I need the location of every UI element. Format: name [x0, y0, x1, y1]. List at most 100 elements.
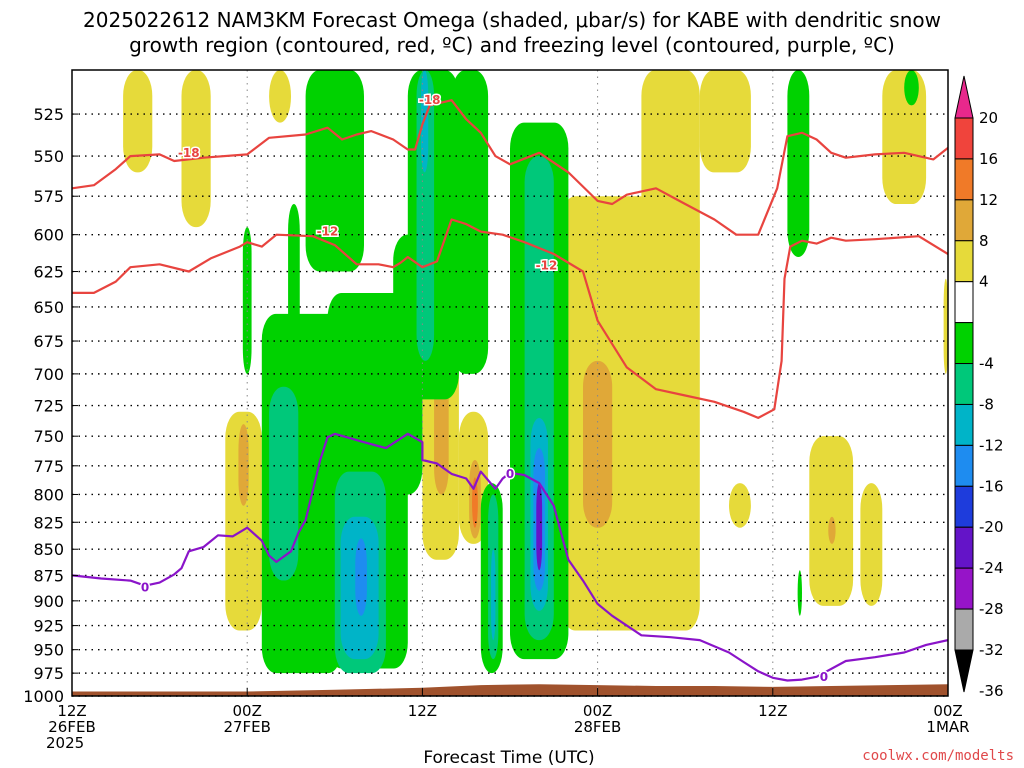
- omega-area-14: [699, 70, 751, 173]
- plot-frame: [71, 69, 949, 697]
- freezing-contour-label-2: 0: [820, 670, 828, 684]
- x-tick-60-line1: 00Z: [933, 702, 962, 720]
- colorbar-top-arrow: [954, 75, 974, 119]
- omega-area-15: [729, 483, 751, 528]
- omega-area-25: [305, 70, 364, 272]
- colorbar-bin--8: [954, 322, 974, 365]
- omega-area-34: [451, 70, 489, 374]
- dgz-contour-1-label-1: -12: [536, 259, 558, 273]
- colorbar-label--36: -36: [979, 682, 1004, 700]
- x-axis-label: Forecast Time (UTC): [423, 748, 594, 768]
- y-tick-650: 650: [33, 298, 64, 317]
- colorbar-label--24: -24: [979, 559, 1004, 577]
- y-tick-575: 575: [33, 187, 64, 206]
- freezing-contour: [72, 432, 948, 682]
- colorbar-bin--4: [954, 281, 974, 324]
- colorbar-label-12: 12: [979, 191, 998, 209]
- y-tick-800: 800: [33, 485, 64, 504]
- colorbar-bin-12: [954, 158, 974, 201]
- y-axis: 525 550 575 600 625 650 675 700 725 750 775 800 825 8…: [23, 105, 78, 706]
- omega-area-12: [583, 360, 613, 528]
- colorbar-label--16: -16: [979, 477, 1004, 495]
- y-tick-675: 675: [33, 332, 64, 351]
- omega-area-42: [536, 483, 543, 571]
- dgz-contour-1-label-0: -12: [317, 225, 339, 239]
- dgz-contour-1: [72, 218, 948, 419]
- omega-area-9: [472, 477, 478, 528]
- omega-area-20: [943, 278, 948, 374]
- y-tick-750: 750: [33, 427, 64, 446]
- omega-area-13: [641, 70, 700, 293]
- colorbar-bottom-arrow: [954, 649, 974, 693]
- omega-area-19: [882, 70, 927, 205]
- y-tick-900: 900: [33, 592, 64, 611]
- x-tick-36-line2: 28FEB: [574, 718, 621, 736]
- colorbar-label--4: -4: [979, 355, 994, 373]
- colorbar-label--32: -32: [979, 641, 1004, 659]
- dgz-contour-0-label-0: -18: [178, 146, 200, 160]
- y-tick-850: 850: [33, 540, 64, 559]
- omega-area-29: [355, 538, 367, 616]
- colorbar-label--8: -8: [979, 395, 994, 413]
- colorbar-label-4: 4: [979, 273, 989, 291]
- x-tick-24-line1: 12Z: [408, 702, 437, 720]
- omega-area-17: [828, 516, 836, 544]
- ground-layer: [72, 684, 948, 696]
- colorbar-bin--32: [954, 567, 974, 610]
- colorbar-bin--24: [954, 485, 974, 528]
- colorbar-label-20: 20: [979, 109, 998, 127]
- colorbar-bin--28: [954, 526, 974, 569]
- y-tick-1000: 1000: [23, 687, 64, 706]
- colorbar: 20 16 12 8 4 -4 -8 -12 -16 -20 -24 -28 -32 -36: [954, 75, 1004, 700]
- chart-title-line2: growth region (contoured, red, ºC) and f…: [129, 33, 895, 57]
- y-tick-550: 550: [33, 147, 64, 166]
- x-tick-60-line2: 1MAR: [926, 718, 969, 736]
- colorbar-bin-8: [954, 199, 974, 242]
- x-tick-12-line2: 27FEB: [223, 718, 270, 736]
- y-tick-600: 600: [33, 226, 64, 245]
- x-tick-12-line1: 00Z: [233, 702, 262, 720]
- y-tick-875: 875: [33, 566, 64, 585]
- omega-area-18: [860, 483, 883, 606]
- colorbar-label-8: 8: [979, 232, 989, 250]
- omega-area-2: [269, 70, 291, 123]
- colorbar-bin--20: [954, 444, 974, 487]
- colorbar-label--28: -28: [979, 600, 1004, 618]
- grid-lines: [72, 70, 948, 697]
- colorbar-bin--36: [954, 608, 974, 651]
- credit-text: coolwx.com/modelts: [862, 748, 1014, 764]
- y-tick-975: 975: [33, 664, 64, 683]
- y-tick-525: 525: [33, 105, 64, 124]
- omega-area-23: [269, 386, 299, 581]
- chart-title-line1: 2025022612 NAM3KM Forecast Omega (shaded…: [83, 8, 941, 32]
- y-tick-625: 625: [33, 263, 64, 282]
- omega-shading: [123, 70, 948, 674]
- omega-area-1: [181, 70, 211, 228]
- colorbar-label--12: -12: [979, 436, 1004, 454]
- contour-layer: -18 -18 -12 -12 0 0 0: [72, 92, 948, 685]
- freezing-contour-label-0: 0: [141, 581, 149, 595]
- omega-area-37: [491, 549, 496, 641]
- plot-border: [71, 69, 949, 697]
- omega-area-4: [238, 424, 249, 506]
- colorbar-bin-4: [954, 240, 974, 283]
- dgz-contour-0: [72, 99, 948, 236]
- y-tick-700: 700: [33, 365, 64, 384]
- y-tick-725: 725: [33, 397, 64, 416]
- colorbar-bin--12: [954, 363, 974, 405]
- colorbar-bin-16: [954, 117, 974, 160]
- x-tick-0-line2: 26FEB: [48, 718, 95, 736]
- freezing-contour-label-1: 0: [506, 467, 514, 481]
- omega-area-44: [904, 70, 919, 106]
- x-tick-48-line1: 12Z: [758, 702, 787, 720]
- y-tick-775: 775: [33, 457, 64, 476]
- y-tick-925: 925: [33, 617, 64, 636]
- omega-area-43: [787, 70, 810, 257]
- y-tick-825: 825: [33, 513, 64, 532]
- x-tick-0-line3: 2025: [46, 734, 84, 752]
- dgz-contour-0-label-1: -18: [419, 93, 441, 107]
- colorbar-bin--16: [954, 403, 974, 446]
- colorbar-label-16: 16: [979, 150, 998, 168]
